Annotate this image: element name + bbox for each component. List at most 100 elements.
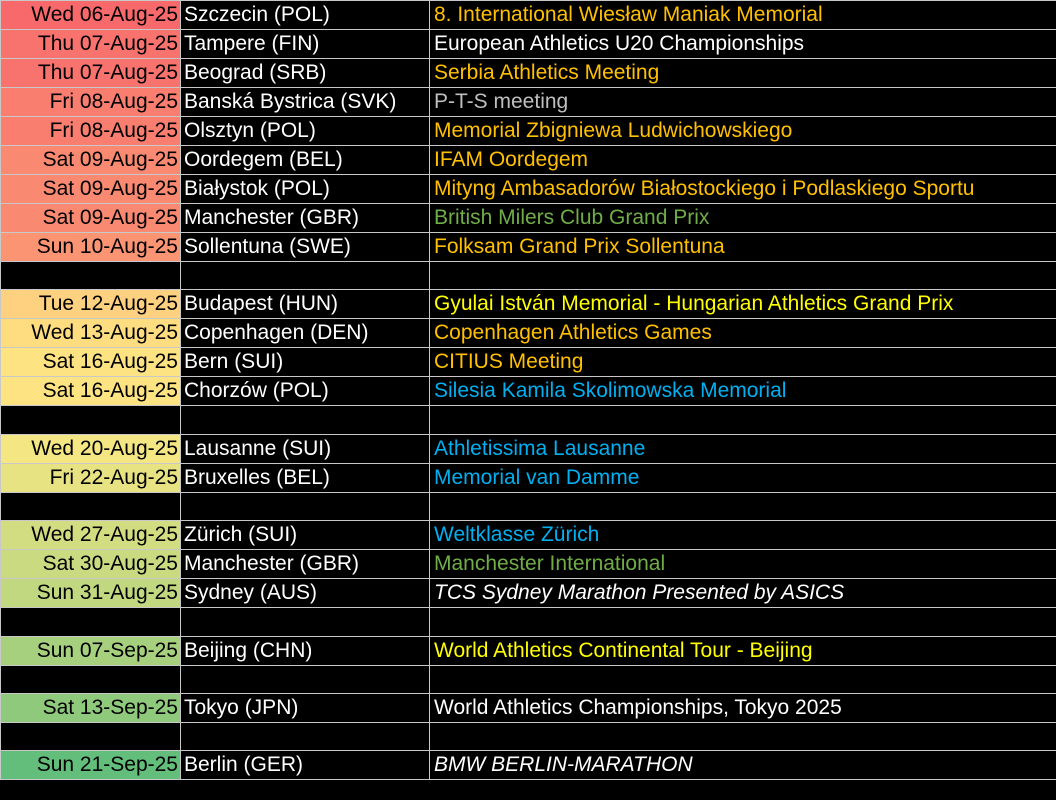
event-cell[interactable]: Mityng Ambasadorów Białostockiego i Podl… (429, 174, 1056, 204)
empty-row[interactable] (0, 607, 1056, 637)
city-cell[interactable]: Chorzów (POL) (180, 376, 430, 407)
table-row[interactable]: Wed 13-Aug-25 Copenhagen (DEN) Copenhagen … (0, 318, 1056, 349)
date-cell[interactable]: Wed 20-Aug-25 (0, 433, 181, 464)
event-cell[interactable]: Gyulai István Memorial - Hungarian Athle… (429, 289, 1056, 320)
table-row[interactable]: Sat 13-Sep-25 Tokyo (JPN) World Athletics … (0, 692, 1056, 723)
event-cell[interactable]: 8. International Wiesław Maniak Memorial (429, 0, 1056, 30)
empty-date-cell[interactable] (0, 721, 181, 752)
date-cell[interactable]: Sun 07-Sep-25 (0, 635, 181, 666)
empty-row[interactable] (0, 491, 1056, 522)
event-cell[interactable]: CITIUS Meeting (429, 347, 1056, 378)
event-cell[interactable]: BMW BERLIN-MARATHON (429, 750, 1056, 781)
date-cell[interactable]: Sun 21-Sep-25 (0, 750, 181, 781)
empty-row[interactable] (0, 260, 1056, 291)
empty-city-cell[interactable] (180, 607, 430, 637)
table-row[interactable]: Sun 10-Aug-25 Sollentuna (SWE) Folksam Gra… (0, 232, 1056, 262)
date-cell[interactable]: Sat 13-Sep-25 (0, 692, 181, 723)
table-row[interactable]: Fri 22-Aug-25 Bruxelles (BEL) Memorial van… (0, 462, 1056, 493)
empty-city-cell[interactable] (180, 491, 430, 522)
date-cell[interactable]: Thu 07-Aug-25 (0, 58, 181, 88)
city-cell[interactable]: Berlin (GER) (180, 750, 430, 781)
event-cell[interactable]: Memorial Zbigniewa Ludwichowskiego (429, 116, 1056, 146)
date-cell[interactable]: Sat 09-Aug-25 (0, 145, 181, 175)
empty-event-cell[interactable] (429, 664, 1056, 694)
table-row[interactable]: Wed 20-Aug-25 Lausanne (SUI) Athletissima … (0, 433, 1056, 464)
date-cell[interactable]: Sat 09-Aug-25 (0, 174, 181, 204)
empty-date-cell[interactable] (0, 260, 181, 291)
date-cell[interactable]: Fri 08-Aug-25 (0, 116, 181, 146)
table-row[interactable]: Sat 09-Aug-25 Oordegem (BEL) IFAM Oordegem (0, 145, 1056, 175)
city-cell[interactable]: Bern (SUI) (180, 347, 430, 378)
city-cell[interactable]: Szczecin (POL) (180, 0, 430, 30)
date-cell[interactable]: Sat 16-Aug-25 (0, 376, 181, 407)
city-cell[interactable]: Sydney (AUS) (180, 578, 430, 609)
empty-event-cell[interactable] (429, 491, 1056, 522)
event-cell[interactable]: World Athletics Continental Tour - Beiji… (429, 635, 1056, 666)
city-cell[interactable]: Lausanne (SUI) (180, 433, 430, 464)
event-cell[interactable]: Weltklasse Zürich (429, 520, 1056, 551)
empty-event-cell[interactable] (429, 721, 1056, 752)
empty-date-cell[interactable] (0, 491, 181, 522)
table-row[interactable]: Sat 16-Aug-25 Bern (SUI) CITIUS Meeting (0, 347, 1056, 378)
empty-row[interactable] (0, 721, 1056, 752)
city-cell[interactable]: Sollentuna (SWE) (180, 232, 430, 262)
empty-city-cell[interactable] (180, 405, 430, 435)
city-cell[interactable]: Bruxelles (BEL) (180, 462, 430, 493)
table-row[interactable]: Thu 07-Aug-25 Tampere (FIN) European Athle… (0, 29, 1056, 59)
event-cell[interactable]: IFAM Oordegem (429, 145, 1056, 175)
table-row[interactable]: Sun 07-Sep-25 Beijing (CHN) World Athletic… (0, 635, 1056, 666)
date-cell[interactable]: Fri 22-Aug-25 (0, 462, 181, 493)
city-cell[interactable]: Białystok (POL) (180, 174, 430, 204)
empty-city-cell[interactable] (180, 664, 430, 694)
date-cell[interactable]: Sat 16-Aug-25 (0, 347, 181, 378)
date-cell[interactable]: Sun 31-Aug-25 (0, 578, 181, 609)
table-row[interactable]: Sun 21-Sep-25 Berlin (GER) BMW BERLIN-MARA… (0, 750, 1056, 781)
city-cell[interactable]: Tokyo (JPN) (180, 692, 430, 723)
event-cell[interactable]: Manchester International (429, 549, 1056, 580)
empty-city-cell[interactable] (180, 260, 430, 291)
event-cell[interactable]: Copenhagen Athletics Games (429, 318, 1056, 349)
date-cell[interactable]: Sun 10-Aug-25 (0, 232, 181, 262)
table-row[interactable]: Sat 09-Aug-25 Manchester (GBR) British Mil… (0, 203, 1056, 233)
event-cell[interactable]: Silesia Kamila Skolimowska Memorial (429, 376, 1056, 407)
table-row[interactable]: Sat 16-Aug-25 Chorzów (POL) Silesia Kamila… (0, 376, 1056, 407)
city-cell[interactable]: Oordegem (BEL) (180, 145, 430, 175)
event-cell[interactable]: Memorial van Damme (429, 462, 1056, 493)
city-cell[interactable]: Manchester (GBR) (180, 549, 430, 580)
city-cell[interactable]: Beograd (SRB) (180, 58, 430, 88)
city-cell[interactable]: Zürich (SUI) (180, 520, 430, 551)
event-cell[interactable]: P-T-S meeting (429, 87, 1056, 117)
event-cell[interactable]: Serbia Athletics Meeting (429, 58, 1056, 88)
event-cell[interactable]: Athletissima Lausanne (429, 433, 1056, 464)
table-row[interactable]: Sun 31-Aug-25 Sydney (AUS) TCS Sydney Mara… (0, 578, 1056, 609)
date-cell[interactable]: Sat 09-Aug-25 (0, 203, 181, 233)
date-cell[interactable]: Wed 27-Aug-25 (0, 520, 181, 551)
city-cell[interactable]: Manchester (GBR) (180, 203, 430, 233)
date-cell[interactable]: Wed 06-Aug-25 (0, 0, 181, 30)
event-cell[interactable]: World Athletics Championships, Tokyo 202… (429, 692, 1056, 723)
table-row[interactable]: Sat 09-Aug-25 Białystok (POL) Mityng Ambas… (0, 174, 1056, 204)
empty-date-cell[interactable] (0, 405, 181, 435)
event-cell[interactable]: Folksam Grand Prix Sollentuna (429, 232, 1056, 262)
date-cell[interactable]: Tue 12-Aug-25 (0, 289, 181, 320)
empty-event-cell[interactable] (429, 607, 1056, 637)
table-row[interactable]: Wed 27-Aug-25 Zürich (SUI) Weltklasse Züri… (0, 520, 1056, 551)
table-row[interactable]: Wed 06-Aug-25 Szczecin (POL) 8. Internatio… (0, 0, 1056, 30)
empty-event-cell[interactable] (429, 260, 1056, 291)
city-cell[interactable]: Tampere (FIN) (180, 29, 430, 59)
table-row[interactable]: Sat 30-Aug-25 Manchester (GBR) Manchester … (0, 549, 1056, 580)
empty-date-cell[interactable] (0, 664, 181, 694)
event-cell[interactable]: European Athletics U20 Championships (429, 29, 1056, 59)
city-cell[interactable]: Beijing (CHN) (180, 635, 430, 666)
city-cell[interactable]: Copenhagen (DEN) (180, 318, 430, 349)
date-cell[interactable]: Sat 30-Aug-25 (0, 549, 181, 580)
empty-city-cell[interactable] (180, 721, 430, 752)
empty-date-cell[interactable] (0, 607, 181, 637)
table-row[interactable]: Thu 07-Aug-25 Beograd (SRB) Serbia Athleti… (0, 58, 1056, 88)
empty-event-cell[interactable] (429, 405, 1056, 435)
table-row[interactable]: Tue 12-Aug-25 Budapest (HUN) Gyulai István… (0, 289, 1056, 320)
city-cell[interactable]: Banská Bystrica (SVK) (180, 87, 430, 117)
event-cell[interactable]: TCS Sydney Marathon Presented by ASICS (429, 578, 1056, 609)
event-cell[interactable]: British Milers Club Grand Prix (429, 203, 1056, 233)
date-cell[interactable]: Fri 08-Aug-25 (0, 87, 181, 117)
